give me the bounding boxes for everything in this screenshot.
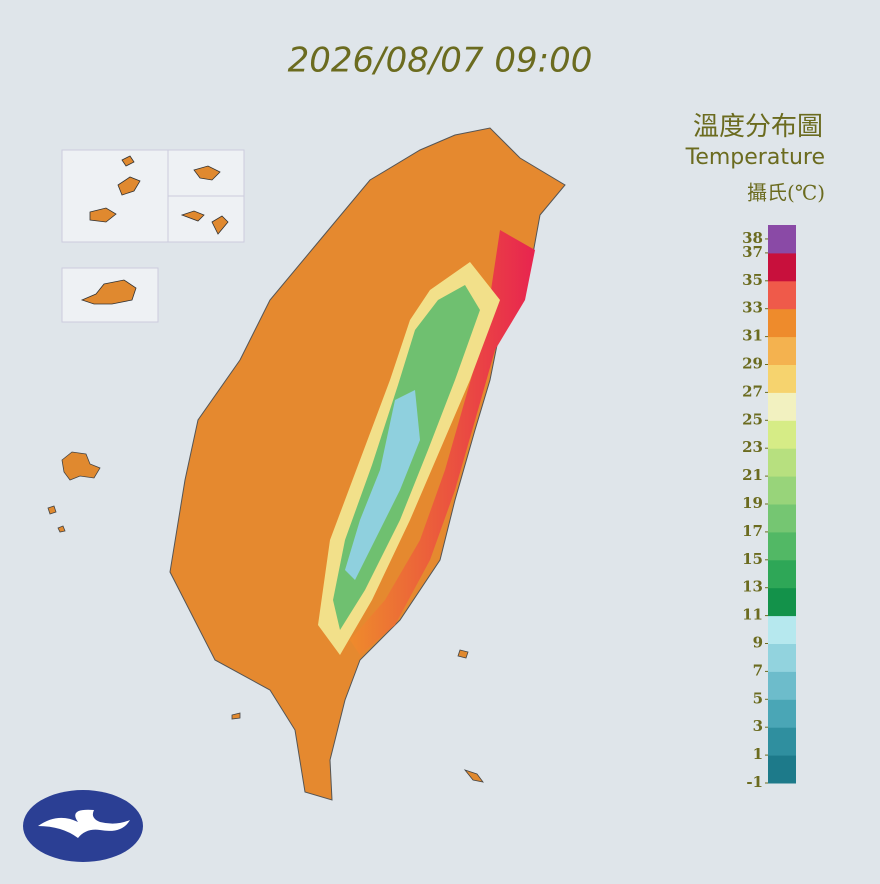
small-island	[231, 649, 484, 783]
legend-unit: 攝氏(℃)	[747, 181, 825, 205]
tick-label: 21	[742, 466, 763, 484]
legend-title: 溫度分布圖	[693, 112, 823, 142]
tick-label: 33	[742, 299, 763, 317]
tick-label: -1	[746, 773, 763, 791]
color-band	[768, 615, 796, 644]
penghu	[47, 451, 101, 533]
timestamp: 2026/08/07 09:00	[288, 41, 593, 81]
color-band	[768, 280, 796, 310]
logo-swirl	[38, 809, 130, 838]
tick-label: 15	[742, 550, 763, 568]
east-coast-heat	[350, 230, 535, 655]
color-band	[768, 587, 796, 617]
tick-label: 1	[753, 745, 763, 763]
color-band	[768, 252, 796, 282]
tick-label: 31	[742, 327, 763, 345]
tick-label: 17	[742, 522, 763, 540]
tick-label: 11	[742, 606, 763, 624]
color-band	[768, 308, 796, 338]
tick-label: 38	[742, 229, 763, 247]
color-band	[768, 420, 796, 449]
color-band	[768, 727, 796, 756]
color-band	[768, 476, 796, 505]
tick-label: 5	[753, 689, 763, 707]
tick-label: 37	[742, 243, 763, 261]
color-band	[768, 336, 796, 365]
tick-label: 9	[753, 634, 763, 652]
color-band	[768, 448, 796, 477]
color-band	[768, 755, 796, 784]
high-peaks	[345, 390, 420, 580]
island	[80, 279, 137, 305]
island	[180, 165, 229, 235]
color-band	[768, 392, 796, 421]
tick-label: 35	[742, 271, 763, 289]
tick-label: 3	[753, 717, 763, 735]
cwa-logo	[23, 790, 143, 862]
color-band	[768, 671, 796, 700]
color-band	[768, 531, 796, 561]
tick-label: 13	[742, 578, 763, 596]
island-insets	[61, 149, 245, 323]
color-band	[768, 699, 796, 728]
tick-label: 7	[753, 661, 763, 679]
color-band	[768, 364, 796, 393]
legend-subtitle: Temperature	[685, 145, 825, 170]
color-band	[768, 559, 796, 589]
tick-label: 29	[742, 355, 763, 373]
tick-label: 19	[742, 494, 763, 512]
color-band	[768, 643, 796, 672]
island	[89, 155, 141, 223]
color-band	[768, 225, 796, 254]
tick-label: 23	[742, 438, 763, 456]
color-band	[768, 504, 796, 533]
tick-label: 25	[742, 410, 763, 428]
tick-label: 27	[742, 382, 763, 400]
